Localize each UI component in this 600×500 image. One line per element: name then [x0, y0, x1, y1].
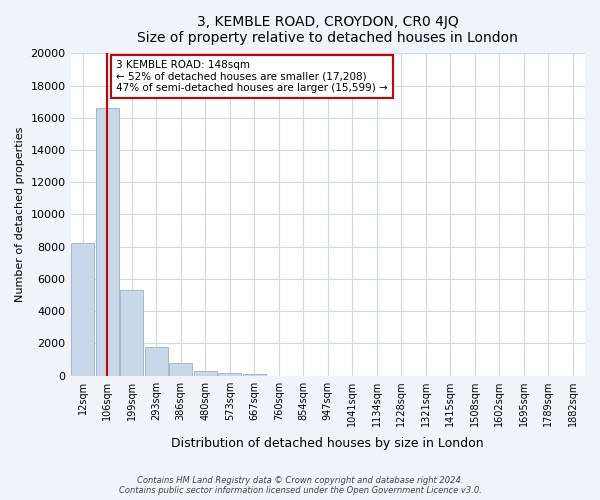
Bar — [71, 244, 94, 376]
X-axis label: Distribution of detached houses by size in London: Distribution of detached houses by size … — [172, 437, 484, 450]
Bar — [242, 374, 266, 376]
Bar — [145, 348, 168, 376]
Bar — [194, 371, 217, 376]
Title: 3, KEMBLE ROAD, CROYDON, CR0 4JQ
Size of property relative to detached houses in: 3, KEMBLE ROAD, CROYDON, CR0 4JQ Size of… — [137, 15, 518, 45]
Y-axis label: Number of detached properties: Number of detached properties — [15, 126, 25, 302]
Text: 3 KEMBLE ROAD: 148sqm
← 52% of detached houses are smaller (17,208)
47% of semi-: 3 KEMBLE ROAD: 148sqm ← 52% of detached … — [116, 60, 388, 93]
Bar — [169, 364, 193, 376]
Bar — [95, 108, 119, 376]
Bar — [120, 290, 143, 376]
Bar — [218, 373, 241, 376]
Text: Contains HM Land Registry data © Crown copyright and database right 2024.
Contai: Contains HM Land Registry data © Crown c… — [119, 476, 481, 495]
